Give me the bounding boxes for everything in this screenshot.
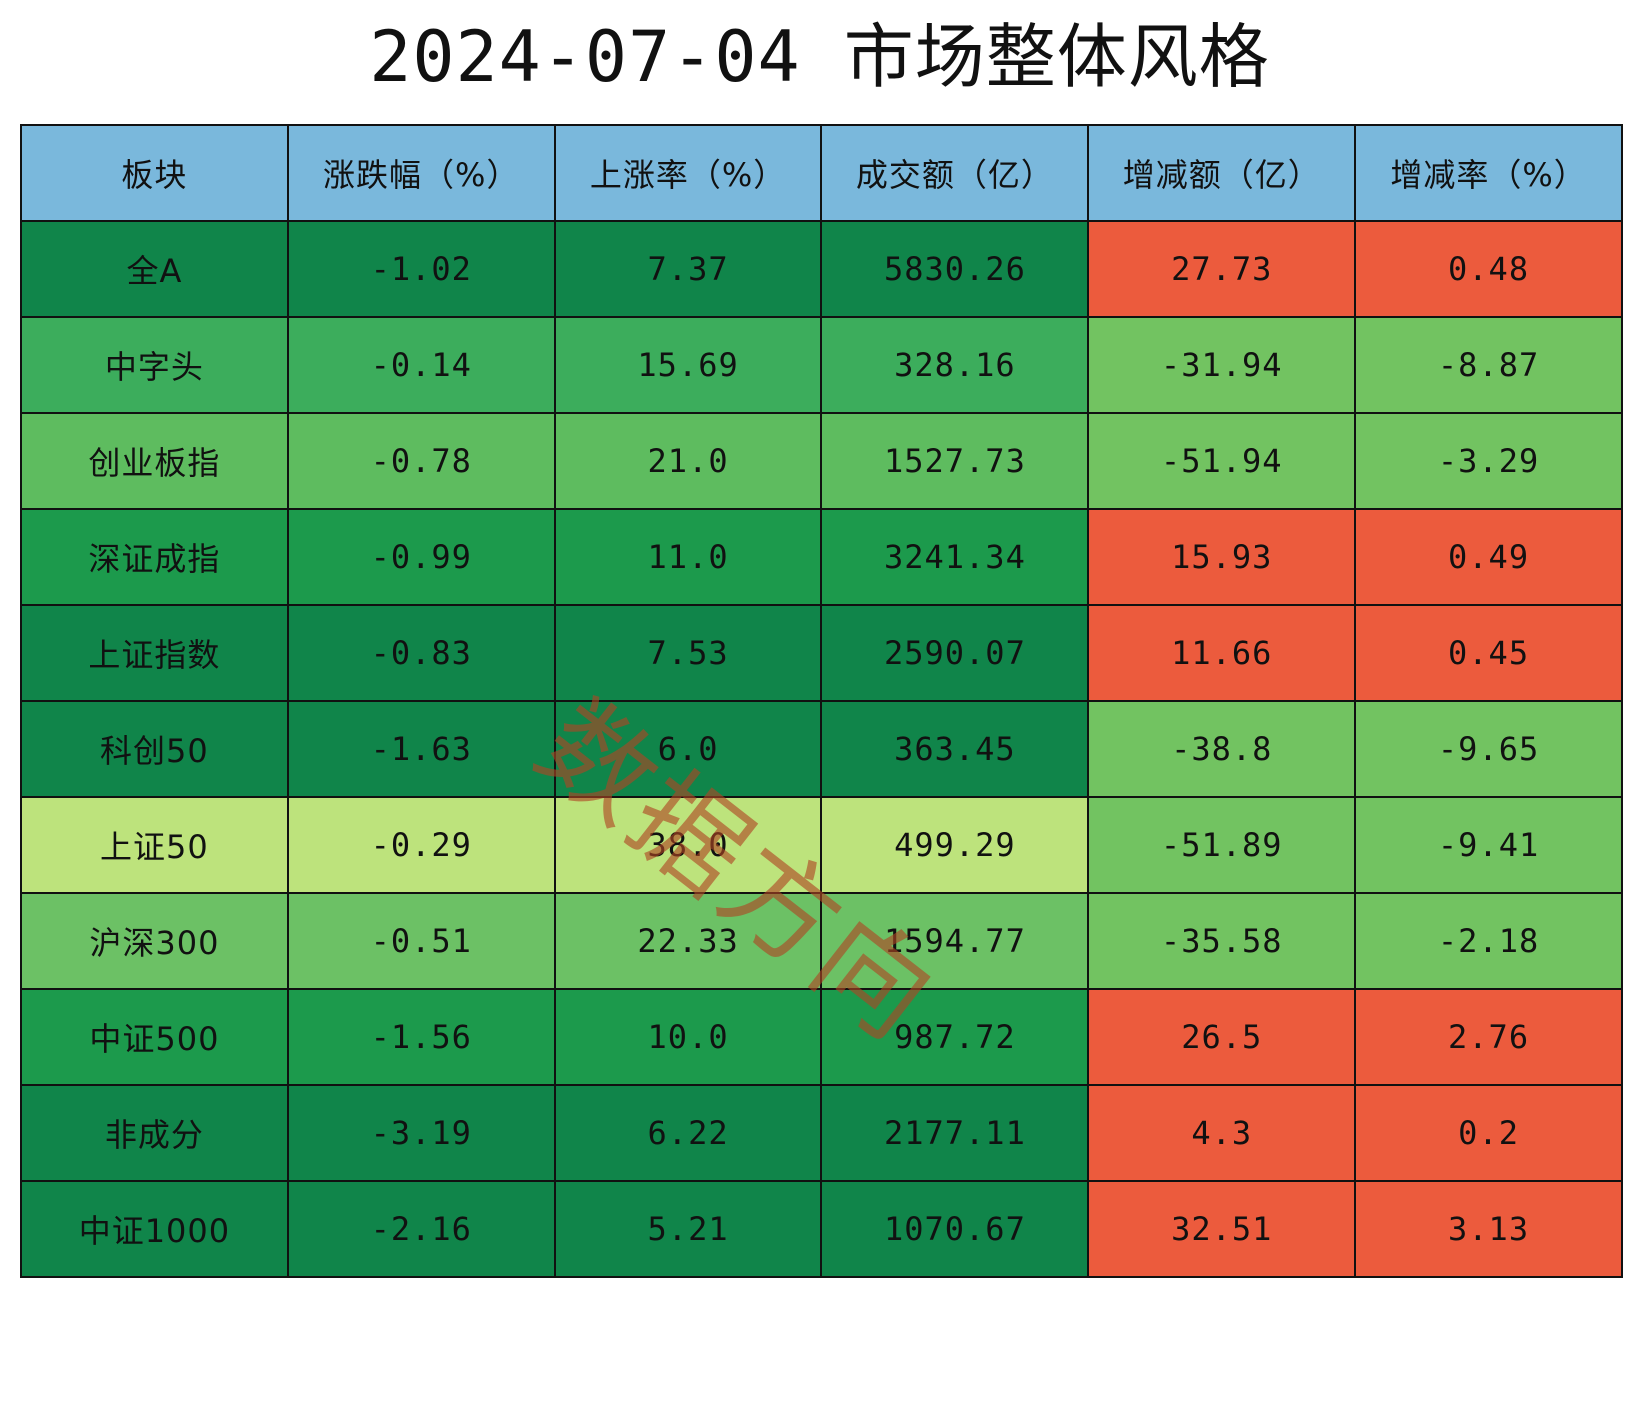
table-row: 中证500 -1.56 10.0 987.72 26.5 2.76 [20, 988, 1623, 1086]
table-body: 全A -1.02 7.37 5830.26 27.73 0.48 中字头 -0.14 15.69… [20, 220, 1623, 1278]
value-cell: 22.33 [553, 892, 823, 990]
value-cell: 7.53 [553, 604, 823, 702]
value-cell: 499.29 [820, 796, 1090, 894]
value-cell: 2177.11 [820, 1084, 1090, 1182]
table-row: 科创50 -1.63 6.0 363.45 -38.8 -9.65 [20, 700, 1623, 798]
value-cell: 7.37 [553, 220, 823, 318]
value-cell: 363.45 [820, 700, 1090, 798]
value-cell: 0.2 [1354, 1084, 1623, 1182]
column-header: 成交额（亿） [820, 124, 1090, 222]
value-cell: -35.58 [1087, 892, 1357, 990]
value-cell: -51.89 [1087, 796, 1357, 894]
value-cell: 26.5 [1087, 988, 1357, 1086]
column-header: 增减额（亿） [1087, 124, 1357, 222]
sector-name-cell: 非成分 [20, 1084, 289, 1182]
sector-name-cell: 创业板指 [20, 412, 289, 510]
table-row: 上证50 -0.29 38.0 499.29 -51.89 -9.41 [20, 796, 1623, 894]
value-cell: -3.29 [1354, 412, 1623, 510]
value-cell: -9.65 [1354, 700, 1623, 798]
value-cell: -1.56 [286, 988, 556, 1086]
value-cell: 11.0 [553, 508, 823, 606]
table-row: 全A -1.02 7.37 5830.26 27.73 0.48 [20, 220, 1623, 318]
value-cell: 1594.77 [820, 892, 1090, 990]
table-row: 沪深300 -0.51 22.33 1594.77 -35.58 -2.18 [20, 892, 1623, 990]
value-cell: 0.48 [1354, 220, 1623, 318]
value-cell: -1.63 [286, 700, 556, 798]
sector-name-cell: 中证1000 [20, 1180, 289, 1278]
sector-name-cell: 中字头 [20, 316, 289, 414]
column-header: 增减率（%） [1354, 124, 1623, 222]
value-cell: 15.69 [553, 316, 823, 414]
value-cell: -0.29 [286, 796, 556, 894]
table-row: 上证指数 -0.83 7.53 2590.07 11.66 0.45 [20, 604, 1623, 702]
value-cell: -0.99 [286, 508, 556, 606]
table-row: 非成分 -3.19 6.22 2177.11 4.3 0.2 [20, 1084, 1623, 1182]
value-cell: -2.18 [1354, 892, 1623, 990]
value-cell: -1.02 [286, 220, 556, 318]
value-cell: 0.45 [1354, 604, 1623, 702]
value-cell: -0.83 [286, 604, 556, 702]
value-cell: 27.73 [1087, 220, 1357, 318]
sector-name-cell: 上证指数 [20, 604, 289, 702]
table-header-row: 板块 涨跌幅（%） 上涨率（%） 成交额（亿） 增减额（亿） 增减率（%） [20, 124, 1623, 222]
value-cell: 2590.07 [820, 604, 1090, 702]
column-header: 板块 [20, 124, 289, 222]
value-cell: -9.41 [1354, 796, 1623, 894]
chart-title: 2024-07-04 市场整体风格 [369, 16, 1270, 98]
value-cell: 15.93 [1087, 508, 1357, 606]
value-cell: 1070.67 [820, 1180, 1090, 1278]
value-cell: 6.0 [553, 700, 823, 798]
value-cell: -38.8 [1087, 700, 1357, 798]
value-cell: 38.0 [553, 796, 823, 894]
value-cell: -0.14 [286, 316, 556, 414]
value-cell: 10.0 [553, 988, 823, 1086]
column-header: 上涨率（%） [553, 124, 823, 222]
sector-name-cell: 深证成指 [20, 508, 289, 606]
sector-name-cell: 科创50 [20, 700, 289, 798]
value-cell: 11.66 [1087, 604, 1357, 702]
value-cell: 6.22 [553, 1084, 823, 1182]
value-cell: -31.94 [1087, 316, 1357, 414]
value-cell: -51.94 [1087, 412, 1357, 510]
value-cell: -0.51 [286, 892, 556, 990]
value-cell: 3241.34 [820, 508, 1090, 606]
value-cell: 1527.73 [820, 412, 1090, 510]
sector-name-cell: 中证500 [20, 988, 289, 1086]
table-row: 中证1000 -2.16 5.21 1070.67 32.51 3.13 [20, 1180, 1623, 1278]
value-cell: 21.0 [553, 412, 823, 510]
value-cell: -3.19 [286, 1084, 556, 1182]
value-cell: -0.78 [286, 412, 556, 510]
value-cell: 0.49 [1354, 508, 1623, 606]
sector-name-cell: 上证50 [20, 796, 289, 894]
value-cell: 328.16 [820, 316, 1090, 414]
table-row: 中字头 -0.14 15.69 328.16 -31.94 -8.87 [20, 316, 1623, 414]
column-header: 涨跌幅（%） [286, 124, 556, 222]
value-cell: -2.16 [286, 1180, 556, 1278]
value-cell: 5.21 [553, 1180, 823, 1278]
value-cell: 2.76 [1354, 988, 1623, 1086]
market-style-table: 板块 涨跌幅（%） 上涨率（%） 成交额（亿） 增减额（亿） 增减率（%） 全A… [20, 124, 1623, 1278]
value-cell: -8.87 [1354, 316, 1623, 414]
value-cell: 4.3 [1087, 1084, 1357, 1182]
value-cell: 5830.26 [820, 220, 1090, 318]
table-row: 创业板指 -0.78 21.0 1527.73 -51.94 -3.29 [20, 412, 1623, 510]
value-cell: 987.72 [820, 988, 1090, 1086]
table-row: 深证成指 -0.99 11.0 3241.34 15.93 0.49 [20, 508, 1623, 606]
sector-name-cell: 沪深300 [20, 892, 289, 990]
sector-name-cell: 全A [20, 220, 289, 318]
value-cell: 3.13 [1354, 1180, 1623, 1278]
value-cell: 32.51 [1087, 1180, 1357, 1278]
